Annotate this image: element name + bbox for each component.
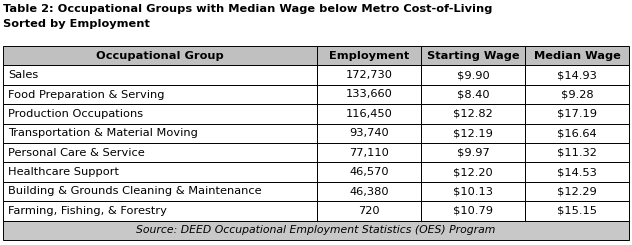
Text: Farming, Fishing, & Forestry: Farming, Fishing, & Forestry <box>8 206 167 216</box>
Text: $12.19: $12.19 <box>453 128 493 138</box>
Text: Source: DEED Occupational Employment Statistics (OES) Program: Source: DEED Occupational Employment Sta… <box>137 225 495 235</box>
Bar <box>3 46 317 65</box>
Text: $10.13: $10.13 <box>453 186 493 196</box>
Text: Sorted by Employment: Sorted by Employment <box>3 19 150 29</box>
Text: $12.82: $12.82 <box>453 109 493 119</box>
Bar <box>317 104 421 123</box>
Text: $12.20: $12.20 <box>453 167 493 177</box>
Text: 720: 720 <box>358 206 380 216</box>
Text: 77,110: 77,110 <box>349 148 389 158</box>
Bar <box>525 162 629 182</box>
Text: 116,450: 116,450 <box>346 109 392 119</box>
Bar <box>421 65 525 85</box>
Bar <box>317 123 421 143</box>
Text: 133,660: 133,660 <box>346 89 392 99</box>
Bar <box>3 162 317 182</box>
Bar <box>3 201 317 220</box>
Bar <box>421 123 525 143</box>
Text: $9.28: $9.28 <box>561 89 593 99</box>
Text: $11.32: $11.32 <box>557 148 597 158</box>
Bar <box>317 182 421 201</box>
Bar <box>421 201 525 220</box>
Text: Personal Care & Service: Personal Care & Service <box>8 148 145 158</box>
Bar <box>421 143 525 162</box>
Bar <box>317 65 421 85</box>
Bar <box>525 65 629 85</box>
Text: 46,380: 46,380 <box>349 186 389 196</box>
Text: Sales: Sales <box>8 70 39 80</box>
Bar <box>3 65 317 85</box>
Text: $8.40: $8.40 <box>457 89 489 99</box>
Bar <box>525 143 629 162</box>
Text: Building & Grounds Cleaning & Maintenance: Building & Grounds Cleaning & Maintenanc… <box>8 186 262 196</box>
Text: $10.79: $10.79 <box>453 206 493 216</box>
Bar <box>3 123 317 143</box>
Bar <box>317 85 421 104</box>
Text: 46,570: 46,570 <box>349 167 389 177</box>
Bar <box>3 220 629 240</box>
Text: Food Preparation & Serving: Food Preparation & Serving <box>8 89 164 99</box>
Text: $15.15: $15.15 <box>557 206 597 216</box>
Bar <box>3 182 317 201</box>
Text: $16.64: $16.64 <box>557 128 597 138</box>
Bar <box>421 85 525 104</box>
Text: Occupational Group: Occupational Group <box>96 51 224 61</box>
Bar <box>317 46 421 65</box>
Text: Production Occupations: Production Occupations <box>8 109 143 119</box>
Bar <box>3 143 317 162</box>
Bar <box>3 85 317 104</box>
Bar <box>317 162 421 182</box>
Text: $12.29: $12.29 <box>557 186 597 196</box>
Bar <box>3 104 317 123</box>
Text: $17.19: $17.19 <box>557 109 597 119</box>
Text: $14.93: $14.93 <box>557 70 597 80</box>
Text: $9.90: $9.90 <box>457 70 490 80</box>
Bar <box>317 201 421 220</box>
Bar <box>525 104 629 123</box>
Text: Employment: Employment <box>329 51 410 61</box>
Text: Transportation & Material Moving: Transportation & Material Moving <box>8 128 198 138</box>
Bar <box>525 46 629 65</box>
Bar <box>317 143 421 162</box>
Text: Table 2: Occupational Groups with Median Wage below Metro Cost-of-Living: Table 2: Occupational Groups with Median… <box>3 4 492 14</box>
Bar <box>525 85 629 104</box>
Text: Median Wage: Median Wage <box>533 51 621 61</box>
Text: $14.53: $14.53 <box>557 167 597 177</box>
Bar <box>421 182 525 201</box>
Text: $9.97: $9.97 <box>457 148 490 158</box>
Bar <box>525 123 629 143</box>
Bar <box>421 104 525 123</box>
Text: Starting Wage: Starting Wage <box>427 51 520 61</box>
Text: Healthcare Support: Healthcare Support <box>8 167 119 177</box>
Bar <box>421 162 525 182</box>
Text: 172,730: 172,730 <box>346 70 392 80</box>
Text: 93,740: 93,740 <box>349 128 389 138</box>
Bar <box>525 182 629 201</box>
Bar <box>421 46 525 65</box>
Bar <box>525 201 629 220</box>
